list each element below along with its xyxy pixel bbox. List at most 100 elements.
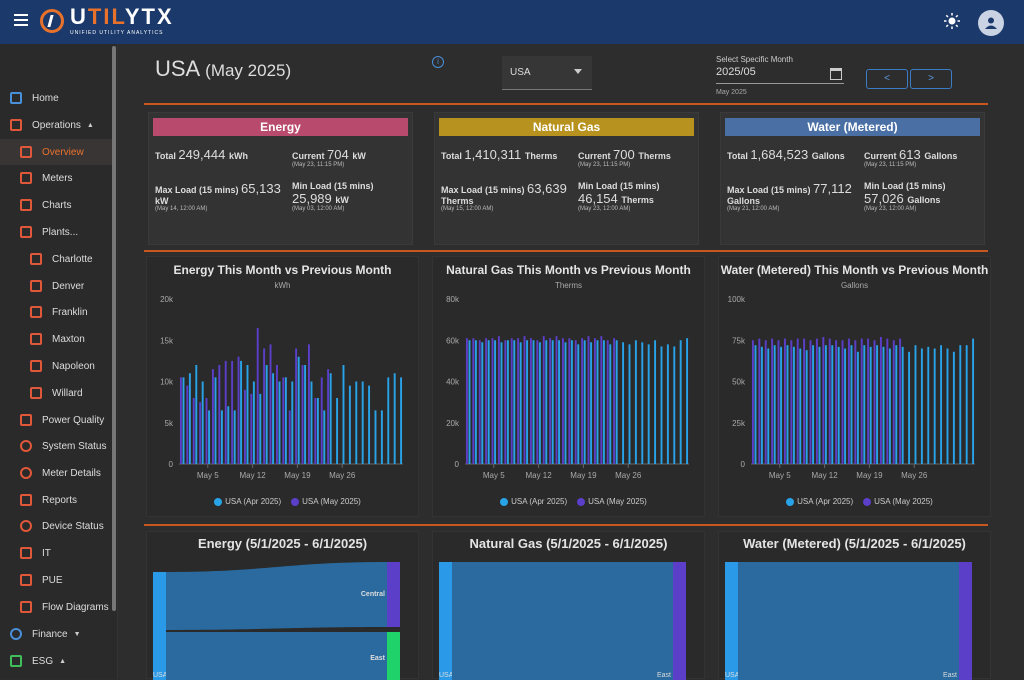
sidebar-item-charts[interactable]: Charts [0,192,112,218]
bar [288,410,291,464]
water-card: Water (Metered) Total 1,684,523 Gallons Cu… [720,112,985,245]
sidebar-item-franklin[interactable]: Franklin [0,299,112,325]
info-icon[interactable]: i [432,56,444,68]
bar [860,338,863,464]
bar [933,348,936,464]
bar [474,340,477,464]
bar [570,340,573,464]
region-select[interactable]: USA [502,56,592,90]
sankey-target-node [387,562,400,627]
bar-chart: 0 5k 10k 15k 20k May 5 May 12 May 19 May 26 [160,295,403,480]
sankey-node-label: East [943,672,957,679]
bar [468,340,471,464]
sidebar-item-label: Finance [32,628,68,640]
current-stat-timestamp: (May 23, 11:15 PM) [864,162,917,168]
bar [549,338,552,464]
sidebar-item-label: Denver [52,280,85,292]
sidebar-item-esg[interactable]: ESG ▲ [0,648,112,674]
factory-icon [30,387,42,399]
sidebar-item-device-status[interactable]: Device Status [0,513,112,539]
bar [295,348,298,464]
chart-panel: Energy This Month vs Previous Month kWh 0 5… [146,256,419,517]
sidebar-item-charlotte[interactable]: Charlotte [0,246,112,272]
sidebar-item-finance[interactable]: Finance ▼ [0,621,112,647]
max-load-stat-value: 77,112 [813,181,852,196]
bar [523,336,526,464]
factory-icon [30,333,42,345]
bar [551,340,554,464]
chart-title: Natural Gas This Month vs Previous Month [446,263,691,277]
sidebar-item-power-quality[interactable]: Power Quality [0,407,112,433]
sidebar-item-home[interactable]: Home [0,85,112,111]
bar [818,346,821,464]
sidebar-item-meters[interactable]: Meters [0,165,112,191]
bar-chart: 0 20k 40k 60k 80k May 5 May 12 May 19 May 26 [446,295,689,480]
factory-icon [30,306,42,318]
bar [329,373,332,464]
bar [751,340,754,464]
bar [472,338,475,464]
next-month-button[interactable]: > [910,69,952,89]
sidebar-scrollbar[interactable] [112,46,116,611]
sun-icon[interactable] [944,13,960,29]
sidebar-item-reports[interactable]: Reports [0,487,112,513]
bar [641,342,644,464]
bar [519,342,522,464]
bar [297,356,300,464]
sankey-panel: Energy (5/1/2025 - 6/1/2025) USA Central Ea… [146,531,419,680]
max-load-stat-label: Max Load (15 mins) [441,185,528,195]
sidebar-item-plants[interactable]: Plants... [0,219,112,245]
bar [269,344,272,464]
min-load-stat: Min Load (15 mins) 25,989 kW (May 03, 12:… [292,181,412,212]
sidebar-item-operations[interactable]: Operations ▲ [0,112,112,138]
bar [538,342,541,464]
current-stat: Current 700 Therms (May 23, 11:15 PM) [578,147,671,168]
sidebar-item-pue[interactable]: PUE [0,567,112,593]
current-stat-unit: kW [352,151,366,161]
sidebar-item-napoleon[interactable]: Napoleon [0,353,112,379]
sidebar-item-system-status[interactable]: System Status [0,433,112,459]
sidebar-item-it[interactable]: IT [0,540,112,566]
bar [179,377,182,464]
section-divider [144,250,988,252]
sidebar-item-maxton[interactable]: Maxton [0,326,112,352]
sidebar-item-label: Reports [42,494,78,506]
app-subtitle: UNIFIED UTILITY ANALYTICS [70,30,164,36]
factory-icon [30,280,42,292]
sidebar-item-label: Maxton [52,333,85,345]
chevron-up-icon[interactable]: ▲ [59,657,67,665]
chevron-up-icon[interactable]: ▲ [86,121,94,129]
menu-icon[interactable] [14,14,28,26]
chevron-down-icon[interactable]: ▼ [73,630,81,638]
sidebar-item-meter-details[interactable]: Meter Details [0,460,112,486]
max-load-stat-unit: Gallons [727,196,761,206]
sidebar-item-flow-diagrams[interactable]: Flow Diagrams [0,594,112,620]
sidebar-item-label: Napoleon [52,360,95,372]
bar [564,342,567,464]
prev-month-button[interactable]: < [866,69,908,89]
bar [199,402,202,464]
bar [368,385,371,464]
bar [574,340,577,464]
sidebar-item-overview[interactable]: Overview [0,139,112,165]
x-tick-label: May 19 [570,471,597,480]
bar [188,373,191,464]
user-avatar[interactable] [978,10,1004,36]
sidebar-item-willard[interactable]: Willard [0,380,112,406]
power-quality-icon [20,414,32,426]
sidebar-item-denver[interactable]: Denver [0,273,112,299]
bar [320,377,323,464]
app-logo[interactable]: UTILYTX UNIFIED UTILITY ANALYTICS [40,6,174,36]
bar [252,381,255,464]
min-load-stat-label: Min Load (15 mins) [864,181,946,191]
bar [497,336,500,464]
x-tick-label: May 26 [615,471,642,480]
month-input[interactable]: 2025/05 [716,66,844,84]
calendar-icon[interactable] [830,68,842,80]
bar [263,348,266,464]
max-load-stat-label: Max Load (15 mins) [727,185,814,195]
bar [803,338,806,464]
bar [805,350,808,464]
natural-gas-card: Natural Gas Total 1,410,311 Therms Current… [434,112,699,245]
bar [792,346,795,464]
